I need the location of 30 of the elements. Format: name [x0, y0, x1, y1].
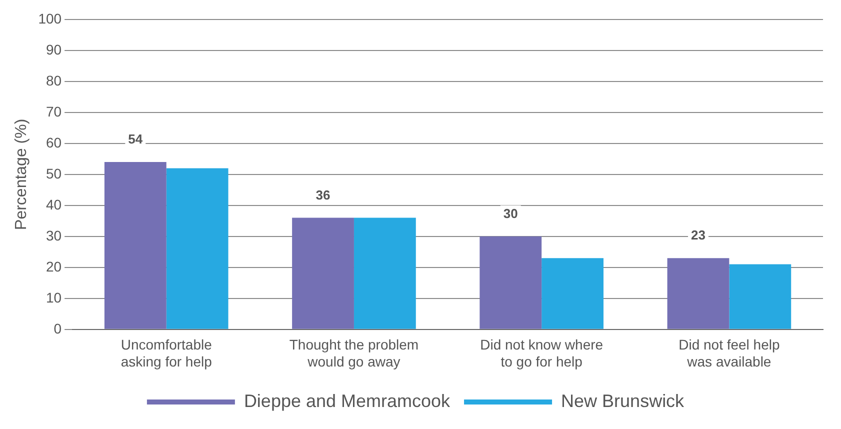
- bar: [667, 258, 730, 329]
- legend-label: New Brunswick: [561, 390, 686, 411]
- bar: [480, 236, 542, 329]
- x-tick-label: Uncomfortable asking for help: [120, 336, 212, 370]
- x-tick-label: Did not feel help was available: [678, 336, 780, 370]
- y-tick-label: 90: [46, 41, 62, 58]
- legend-label: Dieppe and Memramcook: [244, 390, 452, 411]
- y-tick-label: 60: [46, 134, 62, 150]
- data-label: 23: [691, 228, 706, 243]
- bar: [542, 258, 604, 329]
- y-tick-label: 20: [46, 258, 62, 274]
- y-tick-label: 30: [46, 227, 62, 244]
- bar: [166, 168, 228, 329]
- bar: [354, 218, 416, 329]
- y-tick-label: 10: [46, 289, 62, 306]
- data-label: 54: [128, 132, 144, 147]
- y-tick-label: 70: [46, 103, 62, 120]
- y-tick-label: 100: [38, 10, 62, 26]
- y-tick-label: 40: [46, 196, 62, 212]
- y-tick-label: 80: [46, 72, 62, 88]
- bar: [292, 218, 354, 329]
- y-tick-label: 0: [54, 320, 62, 336]
- data-label: 36: [316, 187, 330, 202]
- bar: [729, 264, 792, 329]
- x-tick-label: Did not know where to go for help: [480, 336, 604, 370]
- data-label: 30: [503, 206, 518, 221]
- bar: [104, 162, 166, 329]
- y-axis-title: Percentage (%): [13, 118, 30, 230]
- y-tick-label: 50: [46, 165, 62, 182]
- x-tick-label: Thought the problem would go away: [289, 336, 419, 370]
